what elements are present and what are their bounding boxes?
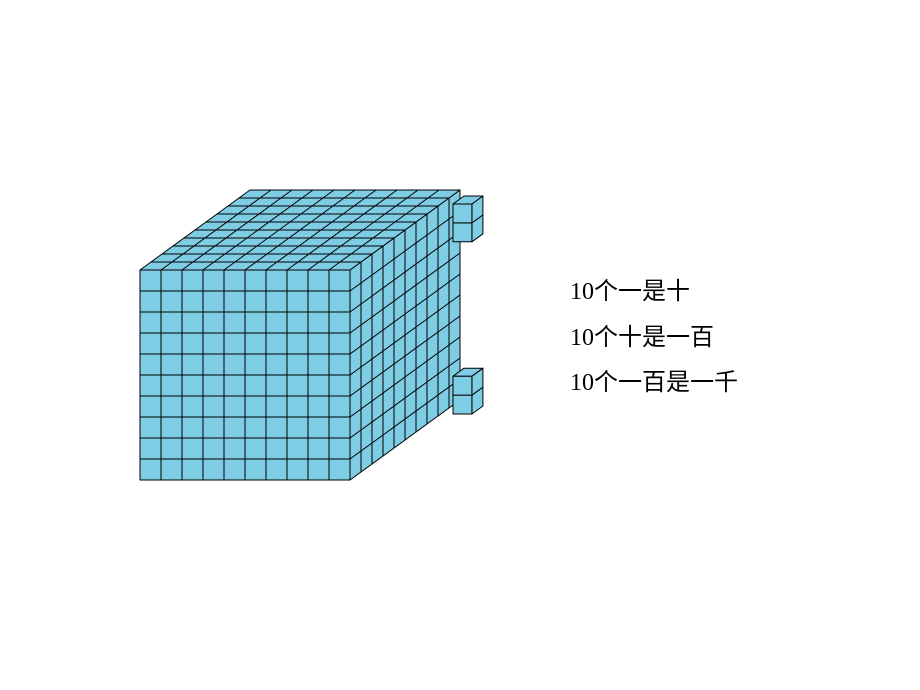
base-ten-diagram — [0, 0, 920, 690]
fact-line-2: 10个十是一百 — [570, 316, 738, 362]
fact-line-3: 10个一百是一千 — [570, 361, 738, 407]
fact-line-1: 10个一是十 — [570, 270, 738, 316]
facts-text-block: 10个一是十 10个十是一百 10个一百是一千 — [570, 270, 738, 407]
